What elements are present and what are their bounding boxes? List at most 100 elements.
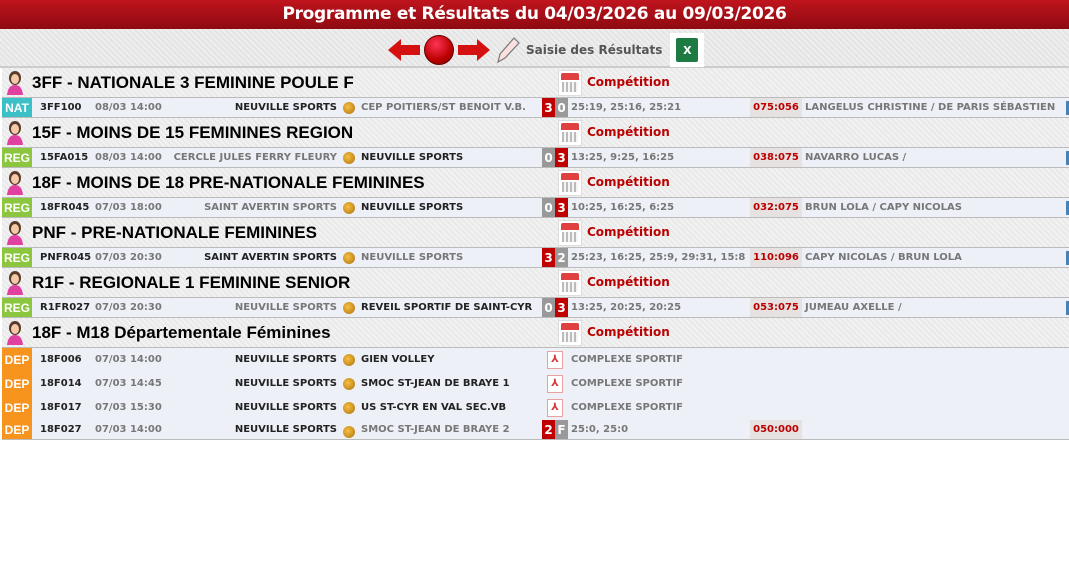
- total-points: 110:096: [750, 248, 802, 267]
- home-score: 0: [542, 198, 555, 217]
- home-team[interactable]: NEUVILLE SPORTS: [234, 378, 337, 389]
- competition-title: 15F - MOINS DE 15 FEMININES REGION: [32, 123, 354, 142]
- arrow-right-icon[interactable]: [458, 39, 490, 61]
- level-badge: DEP: [2, 396, 32, 420]
- red-ball-icon[interactable]: [424, 35, 454, 65]
- total-points: 075:056: [750, 98, 802, 117]
- volleyball-icon: [343, 252, 355, 264]
- match-list: 3FF - NATIONALE 3 FEMININE POULE F Compé…: [0, 68, 1069, 440]
- away-team[interactable]: GIEN VOLLEY: [361, 354, 435, 365]
- referees: CAPY NICOLAS / BRUN LOLA: [805, 252, 962, 263]
- set-scores: 13:25, 9:25, 16:25: [571, 152, 675, 163]
- competition-link[interactable]: Compétition: [587, 275, 670, 289]
- calendar-icon[interactable]: [558, 170, 582, 196]
- excel-icon[interactable]: X: [670, 33, 705, 67]
- match-date: 07/03 20:30: [95, 252, 162, 263]
- away-team[interactable]: SMOC ST-JEAN DE BRAYE 1: [361, 378, 510, 389]
- page-title: Programme et Résultats du 04/03/2026 au …: [0, 0, 1069, 29]
- match-date: 07/03 15:30: [95, 402, 162, 413]
- match-code[interactable]: 18FR045: [40, 202, 90, 213]
- home-team[interactable]: NEUVILLE SPORTS: [234, 102, 337, 113]
- calendar-icon[interactable]: [558, 220, 582, 246]
- away-team[interactable]: NEUVILLE SPORTS: [361, 202, 464, 213]
- competition-link[interactable]: Compétition: [587, 125, 670, 139]
- away-team[interactable]: US ST-CYR EN VAL SEC.VB: [361, 402, 507, 413]
- match-date: 07/03 14:00: [95, 354, 162, 365]
- set-scores: 25:0, 25:0: [571, 424, 629, 435]
- competition-link[interactable]: Compétition: [587, 225, 670, 239]
- venue[interactable]: COMPLEXE SPORTIF: [571, 402, 684, 413]
- away-score: 3: [555, 298, 568, 317]
- calendar-icon[interactable]: [558, 320, 582, 346]
- away-score: 3: [555, 198, 568, 217]
- match-code[interactable]: 18F006: [40, 354, 82, 365]
- match-code[interactable]: 3FF100: [40, 102, 82, 113]
- saisie-resultats-link[interactable]: Saisie des Résultats: [526, 43, 663, 57]
- match-date: 07/03 14:45: [95, 378, 162, 389]
- volleyball-icon: [343, 102, 355, 114]
- volleyball-icon: [343, 354, 355, 366]
- competition-header: PNF - PRE-NATIONALE FEMININES Compétitio…: [2, 218, 1069, 248]
- home-team[interactable]: CERCLE JULES FERRY FLEURY: [173, 152, 337, 163]
- arrow-left-icon[interactable]: [388, 39, 420, 61]
- pdf-icon[interactable]: ⅄: [547, 375, 563, 393]
- competition-header: 3FF - NATIONALE 3 FEMININE POULE F Compé…: [2, 68, 1069, 98]
- match-row: REG PNFR045 07/03 20:30 SAINT AVERTIN SP…: [2, 248, 1069, 268]
- female-player-icon: [7, 321, 23, 345]
- match-date: 08/03 14:00: [95, 152, 162, 163]
- match-code[interactable]: R1FR027: [40, 302, 91, 313]
- away-team[interactable]: NEUVILLE SPORTS: [361, 152, 464, 163]
- home-team[interactable]: NEUVILLE SPORTS: [234, 402, 337, 413]
- level-badge: DEP: [2, 348, 32, 372]
- match-code[interactable]: 18F014: [40, 378, 82, 389]
- set-scores: 25:19, 25:16, 25:21: [571, 102, 682, 113]
- female-player-icon: [7, 121, 23, 145]
- match-date: 07/03 14:00: [95, 424, 162, 435]
- competition-header: 18F - M18 Départementale Féminines Compé…: [2, 318, 1069, 348]
- match-code[interactable]: PNFR045: [40, 252, 92, 263]
- competition-title: 18F - MOINS DE 18 PRE-NATIONALE FEMININE…: [32, 173, 425, 192]
- away-score: 3: [555, 148, 568, 167]
- home-team[interactable]: NEUVILLE SPORTS: [234, 302, 337, 313]
- venue[interactable]: COMPLEXE SPORTIF: [571, 354, 684, 365]
- match-code[interactable]: 15FA015: [40, 152, 89, 163]
- calendar-icon[interactable]: [558, 70, 582, 96]
- away-team[interactable]: CEP POITIERS/ST BENOIT V.B.: [361, 102, 526, 113]
- referees: BRUN LOLA / CAPY NICOLAS: [805, 202, 962, 213]
- home-team[interactable]: NEUVILLE SPORTS: [234, 354, 337, 365]
- competition-title: PNF - PRE-NATIONALE FEMININES: [32, 223, 317, 242]
- competition-link[interactable]: Compétition: [587, 325, 670, 339]
- calendar-icon[interactable]: [558, 270, 582, 296]
- competition-link[interactable]: Compétition: [587, 75, 670, 89]
- competition-header: 15F - MOINS DE 15 FEMININES REGION Compé…: [2, 118, 1069, 148]
- home-team[interactable]: NEUVILLE SPORTS: [234, 424, 337, 435]
- home-score: 0: [542, 298, 555, 317]
- referees: LANGELUS CHRISTINE / DE PARIS SÉBASTIEN: [805, 102, 1056, 113]
- pdf-icon[interactable]: ⅄: [547, 399, 563, 417]
- home-score: 3: [542, 248, 555, 267]
- away-team[interactable]: SMOC ST-JEAN DE BRAYE 2: [361, 424, 510, 435]
- away-team[interactable]: NEUVILLE SPORTS: [361, 252, 464, 263]
- row-edge-marker: [1066, 151, 1069, 165]
- referees: NAVARRO LUCAS /: [805, 152, 907, 163]
- home-team[interactable]: SAINT AVERTIN SPORTS: [204, 252, 337, 263]
- pencil-icon[interactable]: [494, 36, 520, 64]
- pdf-icon[interactable]: ⅄: [547, 351, 563, 369]
- match-row: REG R1FR027 07/03 20:30 NEUVILLE SPORTS …: [2, 298, 1069, 318]
- set-scores: 10:25, 16:25, 6:25: [571, 202, 675, 213]
- row-edge-marker: [1066, 201, 1069, 215]
- home-team[interactable]: SAINT AVERTIN SPORTS: [204, 202, 337, 213]
- match-code[interactable]: 18F027: [40, 424, 82, 435]
- competition-title: 3FF - NATIONALE 3 FEMININE POULE F: [32, 73, 354, 92]
- row-edge-marker: [1066, 301, 1069, 315]
- venue[interactable]: COMPLEXE SPORTIF: [571, 378, 684, 389]
- match-row: REG 18FR045 07/03 18:00 SAINT AVERTIN SP…: [2, 198, 1069, 218]
- competition-link[interactable]: Compétition: [587, 175, 670, 189]
- match-code[interactable]: 18F017: [40, 402, 82, 413]
- competition-header: R1F - REGIONALE 1 FEMININE SENIOR Compét…: [2, 268, 1069, 298]
- calendar-icon[interactable]: [558, 120, 582, 146]
- toolbar: Saisie des Résultats X: [0, 29, 1069, 68]
- level-badge: REG: [2, 148, 32, 167]
- row-edge-marker: [1066, 101, 1069, 115]
- away-team[interactable]: REVEIL SPORTIF DE SAINT-CYR: [361, 302, 533, 313]
